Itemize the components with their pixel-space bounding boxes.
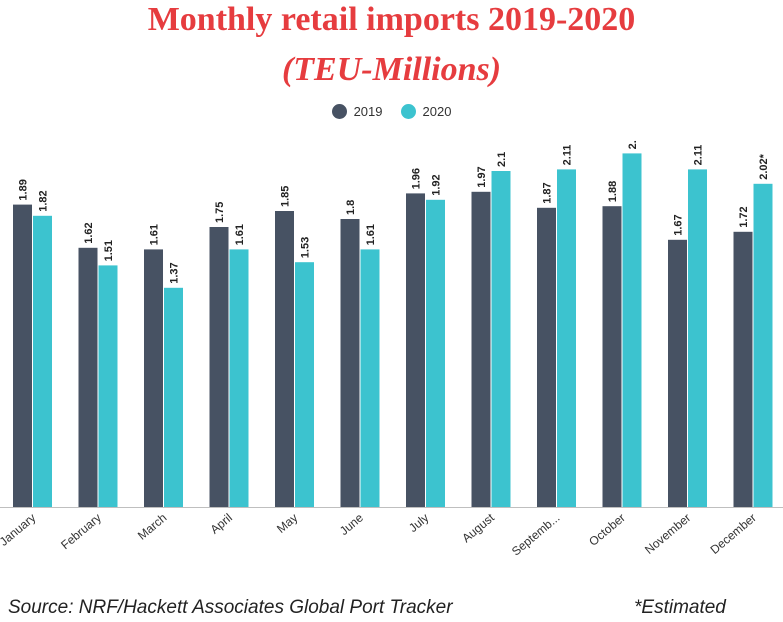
bar-2020-6: [426, 199, 445, 508]
legend-label-2019: 2019: [353, 104, 383, 119]
data-label-2020-3: 1.61: [234, 224, 246, 245]
bar-2019-3: [209, 227, 229, 507]
legend-item-2020: 2020: [400, 104, 452, 119]
x-tick-label-10: November: [642, 511, 693, 557]
bar-2019-1: [78, 247, 98, 508]
data-label-2019-11: 1.72: [738, 206, 750, 227]
data-label-2020-5: 1.61: [365, 224, 377, 245]
legend-swatch-2019: [331, 104, 347, 119]
legend-item-2019: 2019: [331, 104, 383, 119]
data-label-2019-9: 1.88: [607, 181, 619, 202]
data-label-2020-0: 1.82: [38, 190, 50, 211]
data-label-2019-5: 1.8: [345, 200, 357, 215]
bar-2020-5: [360, 249, 380, 507]
data-label-2019-0: 1.89: [18, 179, 30, 200]
data-label-2019-10: 1.67: [673, 214, 685, 235]
data-label-2020-6: 1.92: [431, 174, 443, 195]
data-label-2019-7: 1.97: [476, 166, 488, 187]
data-label-2019-2: 1.61: [149, 224, 161, 245]
x-tick-label-2: March: [135, 511, 170, 543]
x-tick-label-5: June: [337, 510, 366, 538]
bar-2020-11: [753, 183, 773, 508]
data-label-2019-1: 1.62: [83, 222, 95, 243]
estimated-note: *Estimated: [634, 597, 726, 618]
data-label-2020-2: 1.37: [169, 262, 181, 283]
data-label-2019-6: 1.96: [411, 168, 423, 189]
x-tick-label-0: January: [0, 511, 38, 549]
source-note: Source: NRF/Hackett Associates Global Po…: [8, 597, 453, 618]
bar-2019-5: [340, 219, 360, 507]
data-label-2019-8: 1.87: [542, 182, 554, 203]
data-label-2019-3: 1.75: [214, 202, 226, 223]
bar-2020-1: [98, 265, 118, 507]
chart-subtitle: (TEU-Millions): [281, 51, 502, 88]
data-label-2020-8: 2.11: [562, 145, 574, 166]
bar-2020-3: [229, 249, 249, 507]
legend-swatch-2020: [400, 104, 416, 119]
bar-2020-10: [688, 169, 707, 507]
x-tick-label-9: October: [586, 511, 628, 549]
bar-2019-6: [406, 193, 425, 507]
bar-2019-7: [471, 191, 491, 508]
bar-2019-10: [668, 239, 687, 508]
x-tick-label-7: August: [459, 510, 497, 545]
x-tick-label-8: Septemb...: [509, 511, 562, 559]
bar-2020-7: [491, 171, 511, 507]
data-label-2020-1: 1.51: [103, 240, 115, 261]
bar-2020-2: [164, 287, 183, 507]
bar-2019-0: [13, 204, 32, 507]
data-label-2019-4: 1.85: [280, 186, 292, 207]
x-tick-label-4: May: [274, 511, 300, 536]
data-label-2020-10: 2.11: [693, 145, 705, 166]
data-label-2020-9: 2.21: [627, 140, 639, 149]
bar-2020-0: [33, 215, 52, 508]
x-tick-label-6: July: [406, 511, 431, 535]
chart-title: Monthly retail imports 2019-2020: [147, 1, 636, 38]
x-tick-label-3: April: [208, 511, 235, 537]
x-tick-label-1: February: [58, 511, 104, 553]
data-label-2020-11: 2.02*: [758, 153, 770, 179]
bar-2019-4: [275, 211, 294, 507]
legend-label-2020: 2020: [422, 104, 452, 119]
legend: 2019 2020: [0, 104, 783, 119]
bar-2019-8: [537, 207, 556, 508]
data-label-2020-4: 1.53: [300, 237, 312, 258]
bar-chart: 1.89 1.82 January 1.62 1.51 February 1.61 1.37 M…: [0, 140, 783, 559]
bar-2019-11: [733, 231, 753, 508]
bar-2020-4: [295, 262, 314, 507]
x-tick-label-11: December: [708, 511, 759, 557]
bar-2020-9: [622, 153, 642, 507]
bar-2019-9: [602, 206, 622, 507]
bar-2020-8: [557, 169, 576, 507]
data-label-2020-7: 2.1: [496, 152, 508, 167]
bar-2019-2: [144, 249, 163, 507]
